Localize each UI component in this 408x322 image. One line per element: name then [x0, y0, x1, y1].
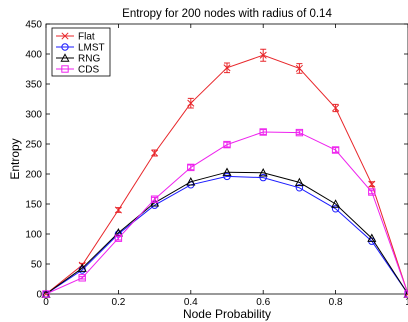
data-point-lmst — [331, 205, 340, 213]
data-point-flat — [187, 99, 195, 107]
data-point-rng — [186, 177, 196, 186]
x-tick-label: 0.2 — [111, 297, 125, 308]
series-layer — [41, 48, 408, 298]
x-axis: 0 0.2 0.4 0.6 0.8 1 — [43, 24, 408, 308]
error-bar-cds — [296, 130, 303, 135]
data-point-cds — [114, 234, 123, 242]
legend-item-lmst: LMST — [56, 43, 105, 54]
legend-marker — [60, 53, 70, 62]
y-tick-label: 300 — [25, 110, 42, 121]
data-point-rng — [367, 233, 377, 242]
y-tick-label: 350 — [25, 80, 42, 91]
error-bar-cds — [224, 141, 230, 148]
data-point-flat — [114, 206, 122, 214]
series-line-rng — [45, 171, 408, 295]
series-rng — [41, 167, 408, 298]
error-bar-cds — [332, 147, 339, 153]
x-tick-label: 0 — [43, 297, 49, 308]
y-axis-label: Entropy — [8, 138, 22, 179]
data-point-flat — [332, 104, 340, 112]
data-point-cds — [78, 274, 86, 282]
legend-marker — [61, 43, 69, 51]
data-point-cds — [187, 163, 195, 172]
data-point-cds — [42, 290, 50, 298]
y-tick-label: 200 — [25, 170, 42, 181]
x-tick-label: 0.8 — [329, 297, 343, 308]
y-tick-label: 0 — [36, 290, 42, 301]
y-tick-label: 50 — [31, 260, 43, 271]
legend-label: Flat — [78, 32, 95, 43]
data-point-cds — [223, 140, 231, 149]
data-point-cds — [150, 195, 159, 203]
series-cds — [42, 128, 408, 298]
data-point-cds — [368, 188, 376, 196]
error-bar-cds — [115, 235, 122, 241]
data-point-flat — [151, 149, 159, 157]
y-tick-label: 450 — [25, 20, 42, 31]
legend-label: LMST — [78, 43, 105, 54]
data-point-rng — [403, 289, 408, 298]
x-tick-label: 1 — [405, 297, 408, 308]
error-bar-cds — [187, 164, 194, 171]
data-point-flat — [295, 64, 303, 72]
data-point-rng — [294, 177, 304, 187]
data-point-rng — [222, 167, 232, 176]
legend-item-flat: Flat — [56, 32, 95, 43]
legend-item-rng: RNG — [56, 53, 100, 65]
data-point-cds — [331, 146, 340, 154]
data-point-lmst — [259, 173, 267, 182]
data-point-cds — [295, 128, 304, 137]
data-point-cds — [259, 128, 267, 136]
data-point-rng — [331, 199, 341, 208]
legend-marker — [61, 32, 69, 40]
x-tick-label: 0.6 — [256, 297, 270, 308]
data-point-flat — [368, 180, 376, 188]
error-bar-cds — [79, 276, 86, 280]
legend-item-cds: CDS — [56, 65, 99, 76]
error-bar-cds — [151, 196, 158, 202]
chart-title: Entropy for 200 nodes with radius of 0.1… — [122, 8, 332, 20]
y-axis: 0 50 100 150 200 250 300 350 400 450 — [25, 20, 408, 301]
data-point-flat — [223, 64, 231, 72]
data-point-flat — [259, 51, 267, 59]
legend-marker — [61, 65, 69, 73]
series-line-lmst — [45, 175, 408, 295]
data-point-lmst — [223, 172, 231, 181]
data-point-rng — [258, 168, 268, 177]
error-bar-cds — [368, 189, 375, 195]
y-tick-label: 250 — [25, 140, 42, 151]
legend-label: RNG — [78, 54, 100, 65]
legend-label: CDS — [78, 65, 99, 76]
error-bar-cds — [260, 129, 267, 135]
y-tick-label: 100 — [25, 230, 42, 241]
y-tick-label: 400 — [25, 50, 42, 61]
y-tick-label: 150 — [25, 200, 42, 211]
x-tick-label: 0.4 — [184, 297, 198, 308]
data-point-lmst — [295, 184, 304, 192]
x-axis-label: Node Probability — [183, 307, 271, 321]
data-point-rng — [77, 263, 87, 272]
